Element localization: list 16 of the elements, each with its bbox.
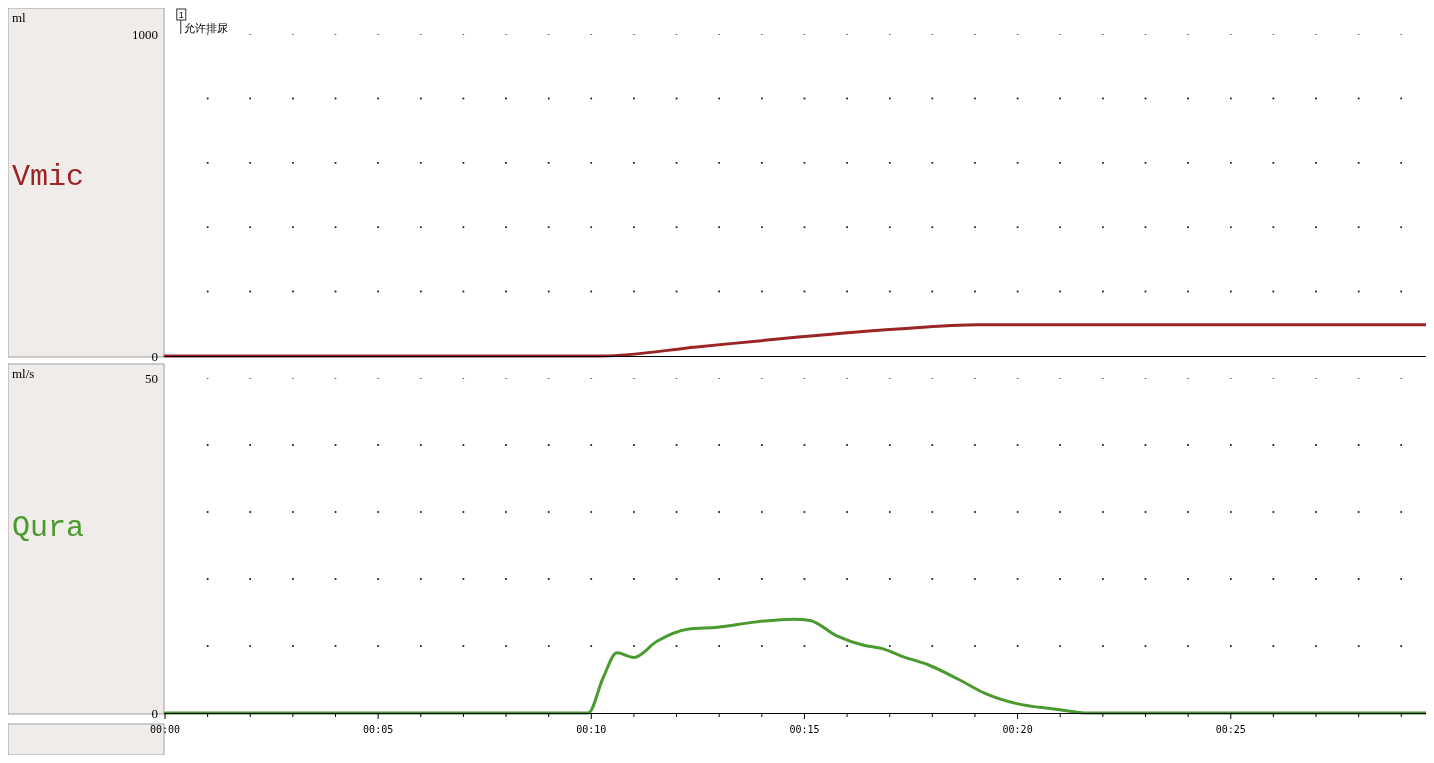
x-tick-label: 00:00 [149, 724, 181, 735]
x-tick-label: 00:20 [1002, 724, 1033, 735]
x-tick-label: 00:25 [1215, 724, 1246, 735]
y-tick-label: 50 [145, 370, 158, 386]
text: Vmic [12, 160, 85, 194]
y-axis-title: ml/s [12, 366, 35, 381]
y-tick-label: 0 [151, 705, 158, 721]
y-tick-label: 0 [151, 348, 158, 364]
text: Qura [12, 510, 85, 545]
ref-line-label: 允许排尿 [183, 22, 228, 35]
line-series [163, 323, 1426, 358]
y-axis-title: ml [12, 10, 27, 25]
x-tick-label: 00:15 [789, 724, 820, 735]
x-tick-label: 00:10 [576, 724, 607, 735]
x-tick-label: 00:05 [363, 724, 394, 735]
y-tick-label: 1000 [132, 26, 158, 42]
